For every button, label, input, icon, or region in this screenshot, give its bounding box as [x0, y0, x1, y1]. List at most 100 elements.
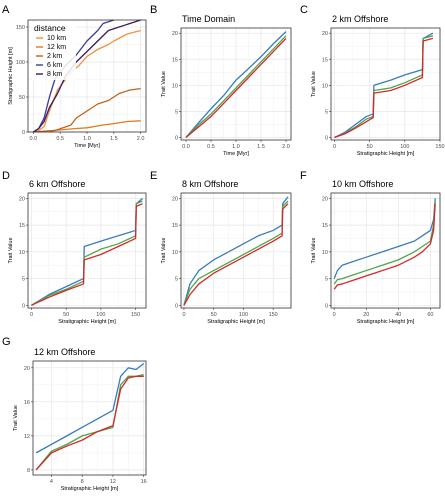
- x-tick-label: 150: [435, 144, 444, 150]
- series-line-1: [333, 198, 436, 279]
- plot-border: [27, 192, 147, 309]
- series-line-3: [31, 203, 143, 306]
- y-tick-label: 16: [24, 400, 30, 406]
- x-tick-label: 100: [239, 312, 248, 318]
- panel-a: A 0.0 0.5 1.0 1.5 2.0 0 50 100 150 Time [Myr] Strat…: [2, 4, 147, 149]
- x-tick-label: 0.0: [30, 136, 38, 142]
- x-tick-label: 40: [395, 312, 401, 318]
- y-axis-label: Trait Value: [311, 238, 317, 264]
- panel-label: B: [150, 4, 157, 16]
- plot-area: [331, 28, 440, 140]
- panel-d: D 6 km Offshore 0 50 100 150 0 5 10 15 20 Stratigra…: [2, 170, 147, 325]
- x-tick-label: 50: [63, 312, 69, 318]
- legend-background: [32, 22, 76, 80]
- x-tick-label: 50: [367, 144, 373, 150]
- y-tick-label: 0: [325, 303, 328, 309]
- x-tick-label: 0: [30, 312, 33, 318]
- y-tick-label: 50: [19, 95, 25, 101]
- legend: distance 10 km 12 km 2 km 6 km 8 km: [32, 22, 76, 80]
- y-tick-label: 15: [172, 223, 178, 229]
- y-tick-label: 20: [322, 31, 328, 37]
- panel-label: D: [2, 170, 10, 182]
- legend-item: 8 km: [47, 71, 62, 78]
- panel-label: A: [2, 4, 10, 16]
- x-tick-label: 1.0: [232, 144, 240, 150]
- y-tick-label: 0: [175, 135, 178, 141]
- y-tick-label: 10: [172, 83, 178, 89]
- x-tick-label: 20: [363, 312, 369, 318]
- series-line-1: [35, 363, 145, 454]
- x-axis-label: Stratigraphic Height [m]: [61, 486, 119, 492]
- x-axis-label: Stratigraphic Height [m]: [357, 319, 415, 325]
- panel-title: Time Domain: [182, 14, 235, 24]
- y-tick-label: 5: [325, 109, 328, 115]
- x-tick-label: 150: [131, 312, 140, 318]
- y-axis-label: Trait Value: [161, 238, 167, 264]
- y-tick-label: 10: [172, 250, 178, 256]
- series-line-3: [334, 37, 434, 139]
- y-tick-label: 0: [22, 303, 25, 309]
- y-tick-label: 15: [19, 223, 25, 229]
- x-tick-label: 0.0: [182, 144, 190, 150]
- y-tick-label: 15: [172, 57, 178, 63]
- series-line-3: [183, 203, 289, 306]
- x-tick-label: 60: [427, 312, 433, 318]
- y-tick-label: 5: [325, 277, 328, 283]
- series-line-2-km: [33, 87, 141, 133]
- y-tick-label: 100: [16, 60, 25, 66]
- y-tick-label: 5: [175, 277, 178, 283]
- y-tick-label: 15: [322, 223, 328, 229]
- y-tick-label: 0: [22, 130, 25, 136]
- x-tick-label: 0.5: [56, 136, 64, 142]
- x-tick-label: 150: [269, 312, 278, 318]
- series-line-3: [333, 203, 436, 290]
- panel-c: C 2 km Offshore 0 50 100 150 0 5 10 15 20 Stratigra…: [300, 4, 445, 157]
- y-axis-label: Trait Value: [8, 238, 14, 264]
- x-tick-label: 4: [50, 479, 53, 485]
- x-tick-label: 16: [141, 479, 147, 485]
- panel-label: C: [300, 4, 308, 16]
- x-tick-label: 2.0: [137, 136, 145, 142]
- y-axis-label: Trait Value: [13, 405, 19, 431]
- series-line-2: [333, 200, 436, 285]
- series-line-2: [35, 373, 144, 471]
- panel-title: 8 km Offshore: [182, 179, 238, 189]
- plot-border: [32, 360, 147, 476]
- y-axis-label: Trait Value: [161, 71, 167, 97]
- y-tick-label: 12: [24, 434, 30, 440]
- y-tick-label: 20: [19, 196, 25, 202]
- plot-area: [28, 193, 146, 308]
- x-axis-label: Time [Myr]: [223, 151, 249, 157]
- plot-border: [330, 27, 441, 141]
- x-tick-label: 100: [96, 312, 105, 318]
- x-tick-label: 50: [211, 312, 217, 318]
- y-tick-label: 10: [322, 250, 328, 256]
- series-line-3: [185, 37, 287, 138]
- panel-b: B Time Domain 0.0 0.5 1.0 1.5 2.0 0 5 10 15 20 Time …: [150, 4, 292, 157]
- y-tick-label: 150: [16, 25, 25, 31]
- x-tick-label: 100: [400, 144, 409, 150]
- x-tick-label: 1.5: [257, 144, 265, 150]
- y-tick-label: 20: [24, 366, 30, 372]
- panel-title: 6 km Offshore: [29, 179, 85, 189]
- y-tick-label: 20: [172, 196, 178, 202]
- panel-g: G 12 km Offshore 4 8 12 16 8 12 16 20 Stratigraphi…: [2, 336, 147, 492]
- plot-border: [330, 192, 441, 309]
- y-tick-label: 0: [325, 135, 328, 141]
- panel-label: F: [300, 170, 307, 182]
- plot-border: [180, 192, 292, 309]
- x-tick-label: 0.5: [207, 144, 215, 150]
- y-tick-label: 20: [322, 196, 328, 202]
- x-axis-label: Stratigraphic Height [m]: [207, 319, 265, 325]
- panel-title: 10 km Offshore: [332, 179, 393, 189]
- x-tick-label: 0: [182, 312, 185, 318]
- y-axis-label: Trait Value: [311, 71, 317, 97]
- series-line-1: [185, 31, 287, 138]
- x-tick-label: 8: [81, 479, 84, 485]
- panel-label: G: [2, 336, 11, 348]
- x-axis-label: Stratigraphic Height [m]: [58, 319, 116, 325]
- y-tick-label: 20: [172, 31, 178, 37]
- x-tick-label: 0: [333, 144, 336, 150]
